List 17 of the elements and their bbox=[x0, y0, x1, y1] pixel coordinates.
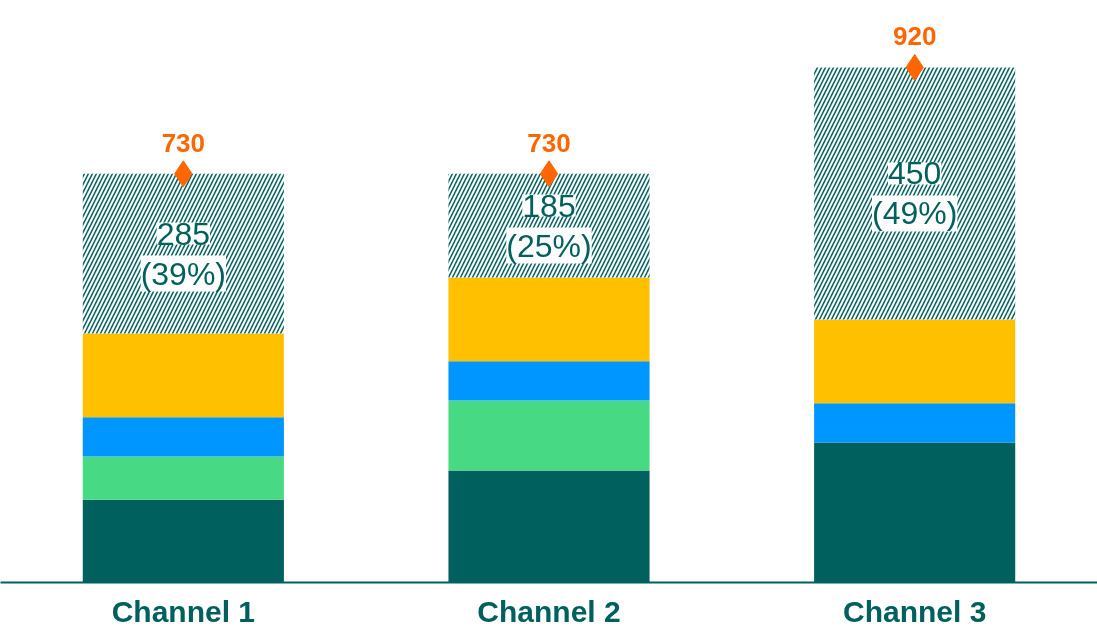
bar bbox=[448, 277, 650, 362]
bar bbox=[82, 417, 284, 457]
x-tick-label: Channel 2 bbox=[477, 594, 621, 628]
x-tick-label: Channel 3 bbox=[842, 594, 987, 628]
data-label: 730 bbox=[527, 127, 571, 158]
bar bbox=[82, 456, 284, 500]
bar bbox=[814, 403, 1016, 443]
bar bbox=[82, 333, 284, 418]
data-label: 285 (39%) bbox=[140, 215, 227, 292]
data-label: 730 bbox=[161, 127, 206, 158]
bar bbox=[448, 361, 650, 401]
bar bbox=[814, 319, 1016, 404]
x-tick-label: Channel 1 bbox=[111, 594, 256, 628]
bar bbox=[448, 400, 650, 471]
data-label: 185 (25%) bbox=[506, 187, 592, 264]
data-label: 920 bbox=[892, 21, 937, 52]
data-label: 450 (49%) bbox=[871, 155, 958, 232]
